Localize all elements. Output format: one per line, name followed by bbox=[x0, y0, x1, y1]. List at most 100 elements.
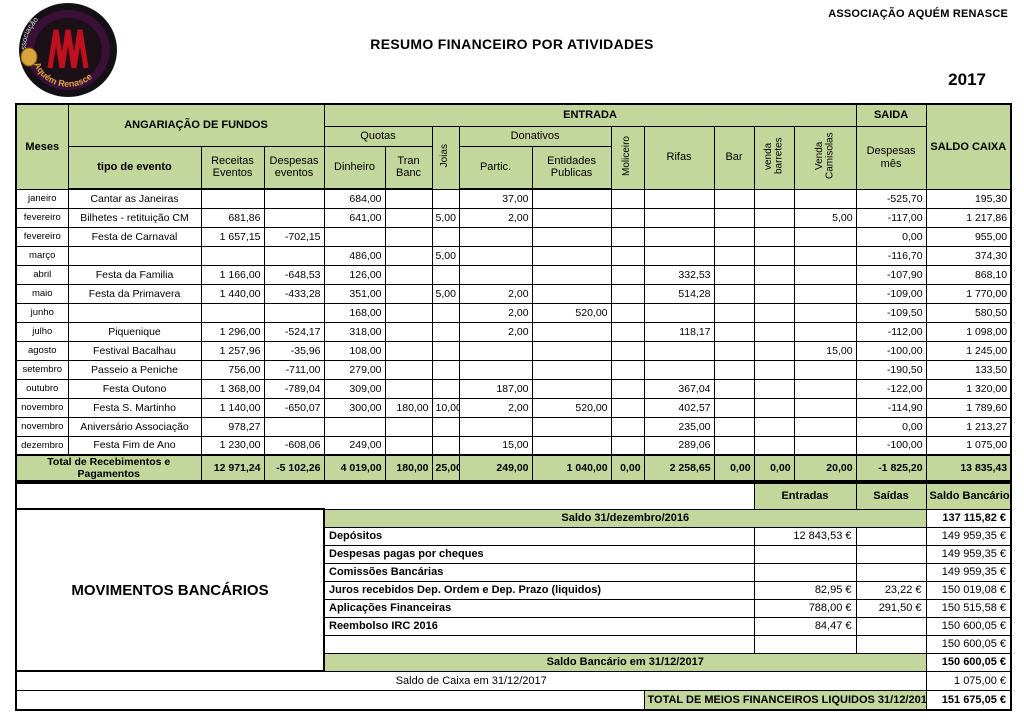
cell-despesas-mes: 0,00 bbox=[855, 416, 927, 437]
cell-despesas-mes: -100,00 bbox=[855, 340, 927, 361]
cell-mes: março bbox=[15, 245, 69, 266]
cell-saldo-caixa: 1 098,00 bbox=[925, 321, 1012, 342]
cell-dinheiro bbox=[323, 416, 386, 437]
logo-badge bbox=[20, 47, 38, 67]
cell-receitas-eventos: 978,27 bbox=[200, 416, 265, 437]
col-header-angariacao-de-fundos: ANGARIAÇÃO DE FUNDOS bbox=[67, 103, 325, 147]
cell-despesas-mes: -109,50 bbox=[855, 302, 927, 323]
col-header-joias: Joias bbox=[431, 125, 460, 190]
cell-tran-banc bbox=[384, 359, 433, 380]
cell-tran-banc bbox=[384, 321, 433, 342]
cell-receitas-eventos: 1 230,00 bbox=[200, 435, 265, 456]
col-header-bar: Bar bbox=[713, 125, 755, 190]
bank-row: Comissões Bancárias 149 959,35 € bbox=[16, 562, 1012, 582]
spacer-cell bbox=[15, 482, 755, 510]
bank-row-entradas bbox=[753, 562, 857, 582]
cell-tran-banc bbox=[384, 302, 433, 323]
cell-moliceiro bbox=[610, 264, 645, 285]
cell-moliceiro bbox=[610, 207, 645, 228]
cell-despesas-eventos bbox=[263, 245, 325, 266]
cell-rifas bbox=[643, 245, 715, 266]
cell-entidades-publicas bbox=[531, 245, 612, 266]
month-row: fevereiro Festa de Carnaval 1 657,15 -702,1… bbox=[15, 226, 1012, 247]
total-cell-venda-barretes: 0,00 bbox=[753, 453, 795, 482]
cell-partic bbox=[458, 226, 533, 247]
cell-rifas bbox=[643, 302, 715, 323]
cell-joias bbox=[431, 302, 460, 323]
cell-partic bbox=[458, 416, 533, 437]
month-row: novembro Festa S. Martinho 1 140,00 -650,07… bbox=[15, 397, 1012, 418]
bank-row-saidas bbox=[855, 526, 927, 546]
cell-despesas-mes: -122,00 bbox=[855, 378, 927, 399]
total-cell-entidades-publicas: 1 040,00 bbox=[531, 453, 612, 482]
cell-joias bbox=[431, 264, 460, 285]
cell-venda-camisolas: 5,00 bbox=[793, 207, 857, 228]
cell-evento: Aniversário Associação bbox=[67, 416, 202, 437]
cell-saldo-caixa: 195,30 bbox=[925, 188, 1012, 209]
cell-rifas: 235,00 bbox=[643, 416, 715, 437]
cell-despesas-eventos bbox=[263, 207, 325, 228]
cell-joias bbox=[431, 188, 460, 209]
cell-mes: novembro bbox=[15, 397, 69, 418]
cell-receitas-eventos bbox=[200, 302, 265, 323]
saidas-header: Saídas bbox=[855, 482, 927, 510]
saldo-caixa-value: 1 075,00 € bbox=[925, 670, 1012, 691]
cell-evento: Festa da Familia bbox=[67, 264, 202, 285]
col-header-despesas-eventos: Despesas eventos bbox=[263, 145, 325, 190]
cell-evento: Festa S. Martinho bbox=[67, 397, 202, 418]
cell-evento bbox=[67, 302, 202, 323]
cell-dinheiro: 249,00 bbox=[323, 435, 386, 456]
bank-row-entradas: 82,95 € bbox=[753, 580, 857, 600]
cell-partic: 37,00 bbox=[458, 188, 533, 209]
saldo-caixa-label: Saldo de Caixa em 31/12/2017 bbox=[15, 670, 927, 691]
bank-row-saldo: 149 959,35 € bbox=[925, 544, 1012, 564]
cell-rifas bbox=[643, 226, 715, 247]
cell-venda-barretes bbox=[753, 283, 795, 304]
cell-venda-camisolas bbox=[793, 321, 857, 342]
cell-evento: Piquenique bbox=[67, 321, 202, 342]
report-body: Meses ANGARIAÇÃO DE FUNDOS ENTRADA SAIDA… bbox=[15, 103, 1013, 712]
cell-tran-banc bbox=[384, 188, 433, 209]
cell-moliceiro bbox=[610, 397, 645, 418]
col-header-tran-banc: Tran Banc bbox=[384, 145, 433, 190]
bank-table: Entradas Saídas Saldo Bancário MOVIMENTO… bbox=[15, 482, 1013, 712]
bank-row-saldo: 150 515,58 € bbox=[925, 598, 1012, 618]
saldo-bancario-2017-label: Saldo Bancário em 31/12/2017 bbox=[323, 652, 927, 672]
bank-row-label: Juros recebidos Dep. Ordem e Dep. Prazo … bbox=[323, 580, 755, 600]
cell-venda-camisolas bbox=[793, 359, 857, 380]
entradas-header: Entradas bbox=[753, 482, 857, 510]
cell-venda-barretes bbox=[753, 340, 795, 361]
cell-joias bbox=[431, 226, 460, 247]
cell-partic bbox=[458, 264, 533, 285]
bank-row-entradas: 12 843,53 € bbox=[753, 526, 857, 546]
cell-venda-barretes bbox=[753, 302, 795, 323]
col-header-dinheiro: Dinheiro bbox=[323, 145, 386, 190]
cell-despesas-mes: -525,70 bbox=[855, 188, 927, 209]
cell-tran-banc bbox=[384, 435, 433, 456]
cell-dinheiro: 279,00 bbox=[323, 359, 386, 380]
cell-entidades-publicas: 520,00 bbox=[531, 397, 612, 418]
bank-row-label: Depósitos bbox=[323, 526, 755, 546]
cell-moliceiro bbox=[610, 340, 645, 361]
col-header-venda-camisolas: Venda Camisolas bbox=[793, 125, 857, 190]
cell-bar bbox=[713, 188, 755, 209]
bank-row-saidas bbox=[855, 562, 927, 582]
cell-moliceiro bbox=[610, 416, 645, 437]
month-row: setembro Passeio a Peniche 756,00 -711,00 27… bbox=[15, 359, 1012, 380]
saldo-caixa-row: Saldo de Caixa em 31/12/2017 1 075,00 € bbox=[15, 670, 1012, 691]
cell-evento: Bilhetes - retituição CM bbox=[67, 207, 202, 228]
cell-partic bbox=[458, 359, 533, 380]
cell-partic: 15,00 bbox=[458, 435, 533, 456]
bank-row-saidas: 291,50 € bbox=[855, 598, 927, 618]
cell-joias bbox=[431, 416, 460, 437]
cell-saldo-caixa: 1 789,60 bbox=[925, 397, 1012, 418]
cell-receitas-eventos: 1 166,00 bbox=[200, 264, 265, 285]
cell-entidades-publicas bbox=[531, 207, 612, 228]
cell-partic bbox=[458, 340, 533, 361]
cell-mes: setembro bbox=[15, 359, 69, 380]
total-cell-partic: 249,00 bbox=[458, 453, 533, 482]
cell-despesas-eventos bbox=[263, 302, 325, 323]
cell-bar bbox=[713, 416, 755, 437]
cell-entidades-publicas bbox=[531, 378, 612, 399]
cell-despesas-mes: 0,00 bbox=[855, 226, 927, 247]
